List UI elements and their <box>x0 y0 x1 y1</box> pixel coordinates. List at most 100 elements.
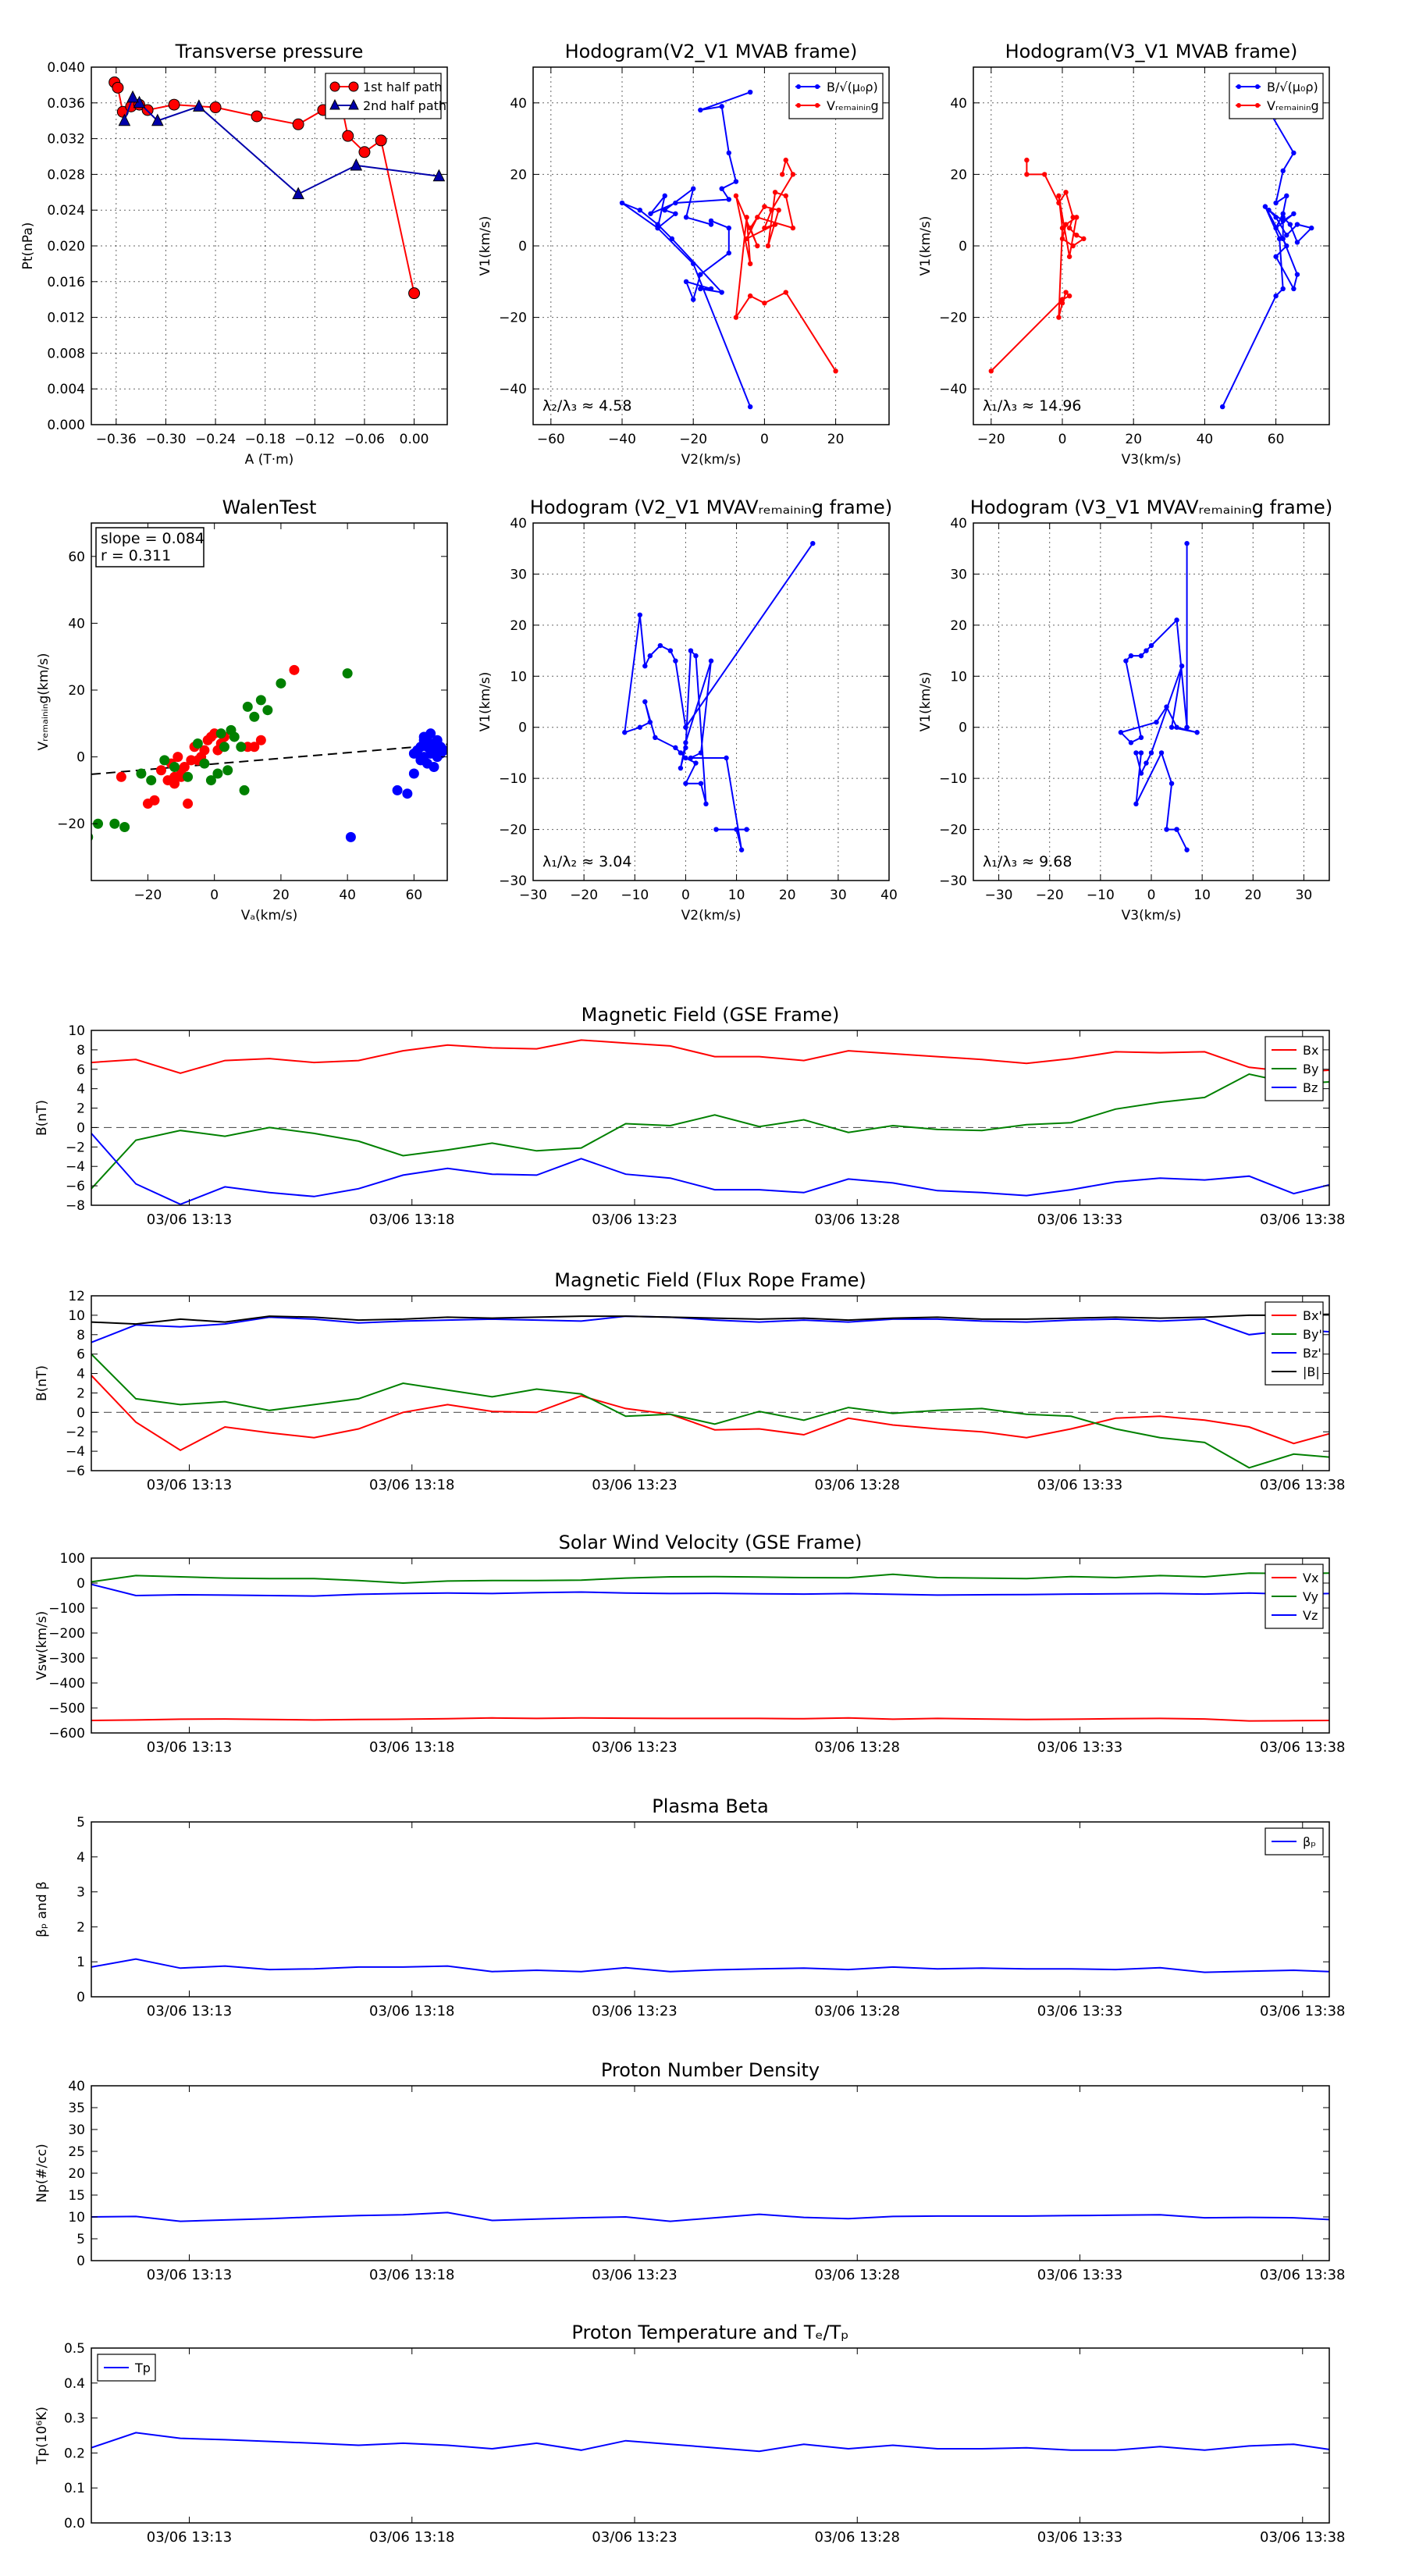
chart-title: Transverse pressure <box>175 41 364 62</box>
data-point <box>708 222 714 227</box>
stats-box <box>95 527 205 568</box>
data-point <box>703 801 709 807</box>
y-tick-label: 0 <box>518 239 527 254</box>
legend-marker <box>348 81 359 92</box>
y-tick-label: 20 <box>510 618 527 634</box>
data-point <box>1273 293 1279 299</box>
data-point <box>637 612 642 617</box>
y-tick-label: 10 <box>510 669 527 685</box>
x-tick-label: 03/06 13:13 <box>147 2003 232 2019</box>
x-tick-label: −10 <box>621 888 649 903</box>
series-line <box>91 1313 1329 1325</box>
plot-area <box>988 89 1314 410</box>
y-axis-label: B(nT) <box>34 1365 50 1401</box>
y-tick-label: 30 <box>68 2122 85 2138</box>
chart-title: Hodogram(V3_V1 MVAB frame) <box>1005 41 1298 62</box>
data-point <box>1287 222 1293 227</box>
legend-label: Bx' <box>1303 1308 1322 1323</box>
data-point <box>988 368 994 374</box>
legend-label: Vx <box>1303 1571 1318 1585</box>
x-tick-label: 03/06 13:33 <box>1037 1739 1122 1756</box>
data-point <box>262 705 273 716</box>
y-tick-label: −20 <box>939 311 967 326</box>
y-tick-label: 0.040 <box>47 60 85 76</box>
chart-velocity: Solar Wind Velocity (GSE Frame) 03/06 13:… <box>34 1532 1346 1756</box>
y-tick-label: −40 <box>939 382 967 397</box>
series-line <box>91 1572 1329 1585</box>
y-tick-label: 0.016 <box>47 275 85 290</box>
y-tick-label: 0.4 <box>64 2376 85 2392</box>
data-point <box>149 795 160 806</box>
y-tick-label: 20 <box>68 2166 85 2182</box>
chart-title: Proton Temperature and Tₑ/Tₚ <box>571 2322 848 2343</box>
x-axis-label: V3(km/s) <box>1122 452 1182 468</box>
series-line <box>91 1315 1329 1343</box>
chart-title: Hodogram(V2_V1 MVAB frame) <box>565 41 858 62</box>
data-point <box>289 664 300 675</box>
data-point <box>734 827 739 832</box>
x-tick-label: 03/06 13:28 <box>815 2529 900 2546</box>
x-tick-label: 03/06 13:23 <box>592 2529 677 2546</box>
data-point <box>698 750 704 756</box>
data-point <box>1148 642 1154 649</box>
data-point <box>183 771 194 782</box>
y-tick-label: −30 <box>499 873 527 889</box>
y-tick-label: −10 <box>939 771 967 787</box>
data-point <box>193 99 205 112</box>
data-point <box>683 740 688 745</box>
data-point <box>1118 730 1124 735</box>
y-tick-label: 0.032 <box>47 132 85 148</box>
data-point <box>765 243 771 249</box>
stats-text: r = 0.311 <box>101 547 171 564</box>
data-point <box>1066 293 1072 299</box>
data-point <box>622 730 628 735</box>
data-point <box>747 261 753 267</box>
data-point <box>276 678 286 688</box>
data-point <box>683 724 688 730</box>
data-point <box>1280 236 1286 242</box>
plot-frame <box>532 522 890 881</box>
x-tick-label: 0 <box>681 888 690 903</box>
y-tick-label: 8 <box>76 1328 85 1343</box>
annotation: λ₁/λ₂ ≈ 3.04 <box>542 853 631 870</box>
data-point <box>126 90 139 103</box>
data-point <box>429 738 439 749</box>
y-tick-label: 0 <box>76 1990 85 2005</box>
y-tick-label: 40 <box>510 516 527 532</box>
data-point <box>251 110 263 123</box>
x-tick-label: 0 <box>210 888 219 903</box>
data-point <box>1309 225 1314 231</box>
chart-title: Hodogram (V3_V1 MVAVᵣₑₘₐᵢₙᵢₙg frame) <box>970 496 1332 518</box>
y-axis-label: V1(km/s) <box>918 672 934 732</box>
data-point <box>673 211 678 216</box>
data-point <box>1280 286 1286 292</box>
legend-label: Vᵣₑₘₐᵢₙᵢₙg <box>1267 98 1319 113</box>
legend-label: 2nd half path <box>363 98 446 113</box>
plot-frame <box>91 1821 1330 1998</box>
y-tick-label: 10 <box>950 669 967 685</box>
data-point <box>726 197 731 202</box>
y-tick-label: 12 <box>68 1289 85 1304</box>
y-tick-label: −2 <box>66 1425 85 1440</box>
legend-label: B/√(μ₀ρ) <box>1267 80 1318 94</box>
data-point <box>683 781 688 786</box>
data-point <box>637 724 642 730</box>
y-tick-label: 25 <box>68 2144 85 2160</box>
y-tick-label: 30 <box>510 567 527 582</box>
legend-label: B/√(μ₀ρ) <box>827 80 878 94</box>
x-tick-label: 03/06 13:23 <box>592 2003 677 2019</box>
data-point <box>762 204 767 209</box>
data-point <box>648 211 653 216</box>
x-tick-label: 20 <box>779 888 796 903</box>
data-point <box>209 101 222 114</box>
data-point <box>726 225 731 231</box>
y-tick-label: 0.1 <box>64 2481 85 2496</box>
y-tick-label: −500 <box>48 1701 85 1717</box>
x-tick-label: 03/06 13:33 <box>1037 1212 1122 1228</box>
plot-area <box>1118 540 1200 852</box>
chart-title: Hodogram (V2_V1 MVAVᵣₑₘₐᵢₙᵢₙg frame) <box>530 496 892 518</box>
x-tick-label: 03/06 13:18 <box>369 2529 454 2546</box>
data-point <box>1056 315 1062 320</box>
y-tick-label: −20 <box>57 817 85 832</box>
